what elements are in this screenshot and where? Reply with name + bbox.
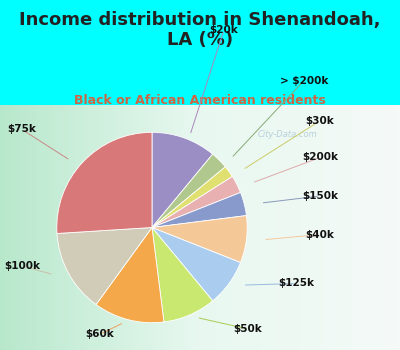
Text: $125k: $125k	[278, 279, 314, 288]
Wedge shape	[152, 228, 240, 301]
Text: $50k: $50k	[234, 324, 262, 334]
Wedge shape	[152, 132, 213, 228]
Wedge shape	[152, 154, 225, 228]
Wedge shape	[152, 176, 240, 228]
Text: $100k: $100k	[4, 261, 40, 271]
Wedge shape	[152, 167, 232, 228]
Text: $40k: $40k	[306, 230, 334, 239]
Text: $30k: $30k	[306, 116, 334, 126]
Wedge shape	[152, 216, 247, 262]
Wedge shape	[152, 228, 213, 322]
Wedge shape	[57, 228, 152, 304]
Text: $150k: $150k	[302, 191, 338, 201]
Text: $200k: $200k	[302, 153, 338, 162]
Text: Black or African American residents: Black or African American residents	[74, 94, 326, 107]
Wedge shape	[96, 228, 164, 323]
Text: > $200k: > $200k	[280, 76, 328, 85]
Text: Income distribution in Shenandoah,
LA (%): Income distribution in Shenandoah, LA (%…	[19, 10, 381, 49]
Text: $20k: $20k	[210, 25, 238, 35]
Text: $75k: $75k	[8, 125, 36, 134]
Text: $60k: $60k	[86, 329, 114, 339]
Text: City-Data.com: City-Data.com	[258, 130, 318, 139]
Wedge shape	[152, 193, 246, 228]
Wedge shape	[57, 132, 152, 233]
